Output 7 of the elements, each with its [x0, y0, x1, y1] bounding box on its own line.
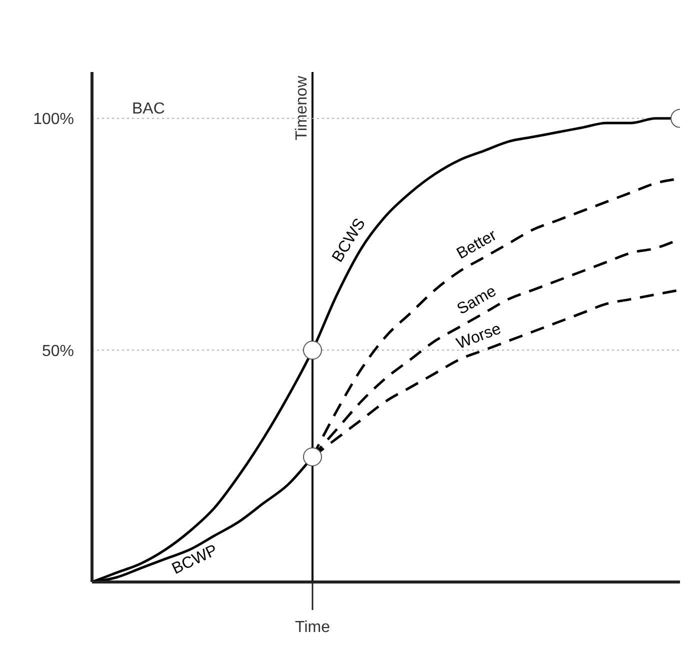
ref-line-label: Timenow — [294, 76, 310, 140]
y-tick-label: 50% — [42, 342, 74, 360]
y-tick-label: 100% — [33, 111, 74, 128]
x-tick-label: Time — [295, 619, 330, 636]
ref-line-label: BAC — [132, 100, 165, 118]
text: Same — [454, 282, 500, 318]
text: Worse — [454, 320, 504, 353]
